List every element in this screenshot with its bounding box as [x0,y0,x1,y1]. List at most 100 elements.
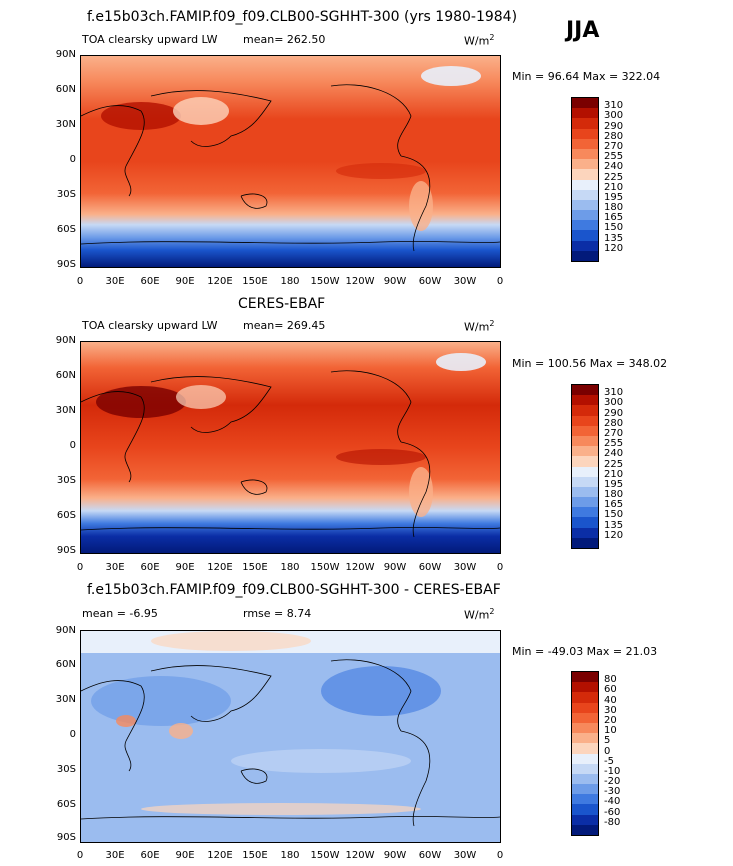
panel3-lon-label: 120W [345,850,375,861]
colorbar-swatch [572,446,598,457]
colorbar-label: 60 [604,684,617,696]
colorbar-label: -40 [604,796,621,808]
panel2-variable-label: TOA clearsky upward LW [82,319,218,332]
colorbar-label: 240 [604,161,624,173]
colorbar-swatch [572,784,598,795]
panel3-lon-label: 90E [175,850,195,861]
panel1-mean-label: mean= 262.50 [243,33,326,46]
colorbar-swatch [572,199,598,211]
panel3-lon-label: 0 [496,850,504,861]
panel1-lon-label: 180 [280,276,300,287]
colorbar-label: 180 [604,202,624,214]
colorbar-label: -10 [604,765,621,777]
colorbar-label: 290 [604,120,624,132]
panel2-lat-label: 60S [56,510,76,521]
colorbar-label: 0 [604,745,611,757]
panel1-lon-label: 90W [383,276,407,287]
colorbar-label: 225 [604,171,624,183]
colorbar-swatch [572,385,598,396]
colorbar-label: 210 [604,468,624,480]
colorbar-label: 10 [604,725,617,737]
colorbar-swatch [572,415,598,426]
panel2-lon-label: 0 [76,562,84,573]
panel3-lat-label: 60N [55,659,76,670]
colorbar-swatch [572,814,598,825]
colorbar-label: 40 [604,694,617,706]
colorbar-label: 150 [604,222,624,234]
colorbar-label: 290 [604,407,624,419]
panel1-lon-label: 30E [105,276,125,287]
colorbar-label: 135 [604,232,624,244]
panel1-lat-label: 0 [69,154,76,165]
colorbar-swatch [572,250,598,261]
panel1-lat-label: 60N [55,84,76,95]
panel1-map-field [81,56,500,267]
panel2-lon-label: 60W [418,562,442,573]
colorbar-label: 280 [604,130,624,142]
colorbar-swatch [572,672,598,683]
panel2-lon-label: 0 [496,562,504,573]
panel3-map [80,630,501,843]
panel1-lat-label: 30S [56,189,76,200]
panel2-lon-label: 60E [140,562,160,573]
panel1-lat-label: 90S [56,259,76,270]
panel1-variable-label: TOA clearsky upward LW [82,33,218,46]
panel1-lon-label: 60E [140,276,160,287]
panel3-lon-label: 150W [310,850,340,861]
colorbar-label: 255 [604,438,624,450]
colorbar-swatch [572,794,598,805]
panel3-lon-label: 150E [242,850,268,861]
panel1-lon-label: 30W [453,276,477,287]
panel2-map-field [81,342,500,553]
colorbar-label: 195 [604,191,624,203]
colorbar-swatch [572,210,598,221]
colorbar-swatch [572,517,598,528]
colorbar-label: -60 [604,806,621,818]
colorbar-swatch [572,169,598,180]
colorbar-swatch [572,692,598,703]
panel3-lon-label: 60W [418,850,442,861]
colorbar-swatch [572,128,598,139]
panel3-colorbar [571,671,599,836]
colorbar-label: -20 [604,776,621,788]
panel1-lon-label: 60W [418,276,442,287]
colorbar-swatch [572,753,598,764]
panel2-lat-label: 30N [55,405,76,416]
panel3-title: f.e15b03ch.FAMIP.f09_f09.CLB00-SGHHT-300… [87,582,501,598]
colorbar-swatch [572,230,598,241]
panel3-lat-label: 0 [69,729,76,740]
panel3-lon-label: 180 [280,850,300,861]
colorbar-label: 280 [604,417,624,429]
colorbar-label: 300 [604,110,624,122]
panel1-units: W/m2 [464,33,495,48]
panel3-lat-label: 90N [55,625,76,636]
colorbar-label: 310 [604,387,624,399]
colorbar-swatch [572,435,598,447]
colorbar-swatch [572,108,598,119]
panel3-lon-label: 0 [76,850,84,861]
panel2-lat-label: 90S [56,545,76,556]
colorbar-swatch [572,118,598,129]
colorbar-swatch [572,486,598,498]
panel1-colorbar [571,97,599,262]
panel1-lon-label: 150W [310,276,340,287]
panel2-lon-label: 90W [383,562,407,573]
colorbar-swatch [572,98,598,109]
panel1-lat-label: 90N [55,49,76,60]
colorbar-swatch [572,425,598,436]
colorbar-label: 310 [604,100,624,112]
panel1-lat-label: 30N [55,119,76,130]
colorbar-swatch [572,179,598,190]
colorbar-swatch [572,476,598,487]
panel2-colorbar [571,384,599,549]
panel2-minmax: Min = 100.56 Max = 348.02 [512,357,668,370]
colorbar-label: 80 [604,674,617,686]
panel3-map-field [81,631,500,842]
panel1-lon-label: 90E [175,276,195,287]
panel3-lon-label: 90W [383,850,407,861]
colorbar-swatch [572,733,598,744]
colorbar-label: 120 [604,529,624,541]
panel3-lon-label: 120E [207,850,233,861]
colorbar-label: 255 [604,151,624,163]
panel3-lat-label: 60S [56,799,76,810]
